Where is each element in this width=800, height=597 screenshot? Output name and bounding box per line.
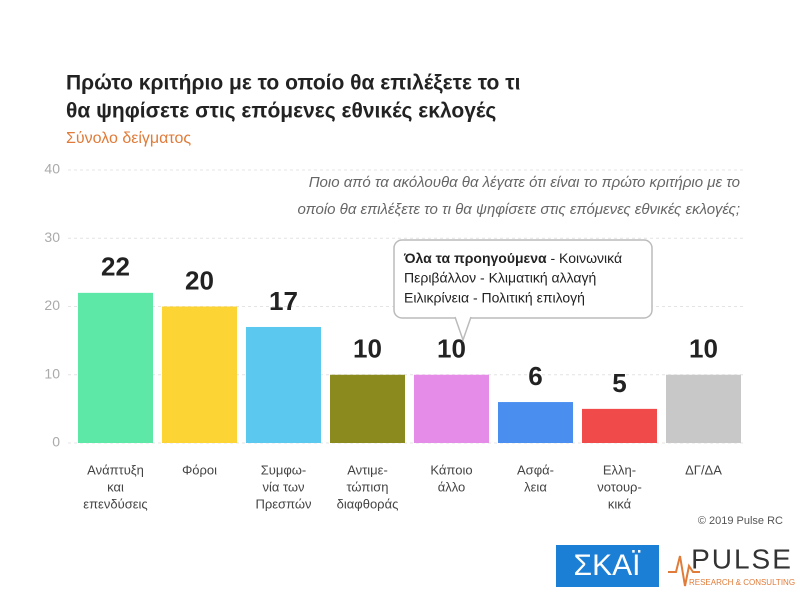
skai-logo: ΣΚΑΪ: [556, 545, 659, 587]
y-tick-label: 20: [44, 297, 60, 313]
x-tick-label: λεια: [524, 479, 547, 494]
value-label: 10: [437, 334, 466, 364]
annotation-text: Όλα τα προηγούμενα - Κοινωνικά: [403, 250, 622, 266]
pulse-wave: [668, 555, 700, 587]
bar: [246, 326, 321, 443]
copyright: © 2019 Pulse RC: [698, 515, 783, 527]
bar: [666, 374, 741, 443]
y-tick-label: 0: [52, 434, 60, 450]
x-tick-label: Συμφω-: [261, 462, 307, 477]
x-tick-label: Ασφά-: [517, 462, 554, 477]
question: οποίο θα επιλέξετε το τι θα ψηφίσετε στι…: [298, 201, 740, 218]
y-tick-label: 10: [44, 365, 60, 381]
y-tick-label: 30: [44, 229, 60, 245]
x-tick-label: Ανάπτυξη: [87, 462, 144, 477]
logo-tagline: RESEARCH & CONSULTING: [689, 578, 795, 587]
x-tick-label: Κάποιο: [430, 462, 472, 477]
bar: [162, 306, 237, 443]
x-tick-label: τώπιση: [346, 479, 388, 494]
x-tick-label: κικά: [608, 496, 632, 511]
annotation-text: Ειλικρίνεια - Πολιτική επιλογή: [404, 290, 585, 306]
logo-text: ΣΚΑΪ: [574, 549, 642, 582]
annotation-text: Περιβάλλον - Κλιματική αλλαγή: [404, 270, 596, 286]
x-tick-label: νία των: [262, 479, 304, 494]
question: Ποιο από τα ακόλουθα θα λέγατε ότι είναι…: [309, 174, 740, 191]
x-tick-label: Πρεσπών: [255, 496, 311, 511]
x-tick-label: Ελλη-: [603, 462, 636, 477]
annotation-box: Όλα τα προηγούμενα - Κοινωνικά Περιβάλλον…: [393, 239, 653, 343]
bar: [414, 374, 489, 443]
value-label: 17: [269, 286, 298, 316]
bar: [330, 374, 405, 443]
x-tick-label: άλλο: [438, 479, 466, 494]
x-tick-label: διαφθοράς: [337, 496, 399, 511]
value-label: 22: [101, 252, 130, 282]
y-tick-label: 40: [44, 161, 60, 177]
pulse-logo: PULSE RESEARCH & CONSULTING: [668, 543, 795, 587]
logo-box: [556, 545, 659, 587]
chart-title: Πρώτο κριτήριο με το οποίο θα επιλέξετε …: [66, 72, 521, 95]
value-label: 10: [689, 334, 718, 364]
annotation-frame: [393, 239, 653, 319]
x-tick-label: και: [107, 479, 124, 494]
x-tick-label: Φόροι: [182, 462, 217, 477]
logo-text: PULSE: [691, 543, 793, 574]
value-label: 20: [185, 265, 214, 295]
bar: [78, 292, 153, 443]
bar: [498, 402, 573, 443]
x-tick-label: νοτουρ-: [597, 479, 642, 494]
value-label: 10: [353, 334, 382, 364]
x-tick-label: επενδύσεις: [83, 496, 147, 511]
annotation-pointer: [454, 316, 472, 343]
x-tick-label: Αντιμε-: [347, 462, 388, 477]
value-label: 6: [528, 361, 542, 391]
chart-subtitle: Σύνολο δείγματος: [66, 130, 191, 147]
value-label: 5: [612, 368, 626, 398]
x-tick-label: ΔΓ/ΔΑ: [685, 462, 722, 477]
chart-title: θα ψηφίσετε στις επόμενες εθνικές εκλογέ…: [66, 100, 496, 123]
bar: [582, 408, 657, 443]
